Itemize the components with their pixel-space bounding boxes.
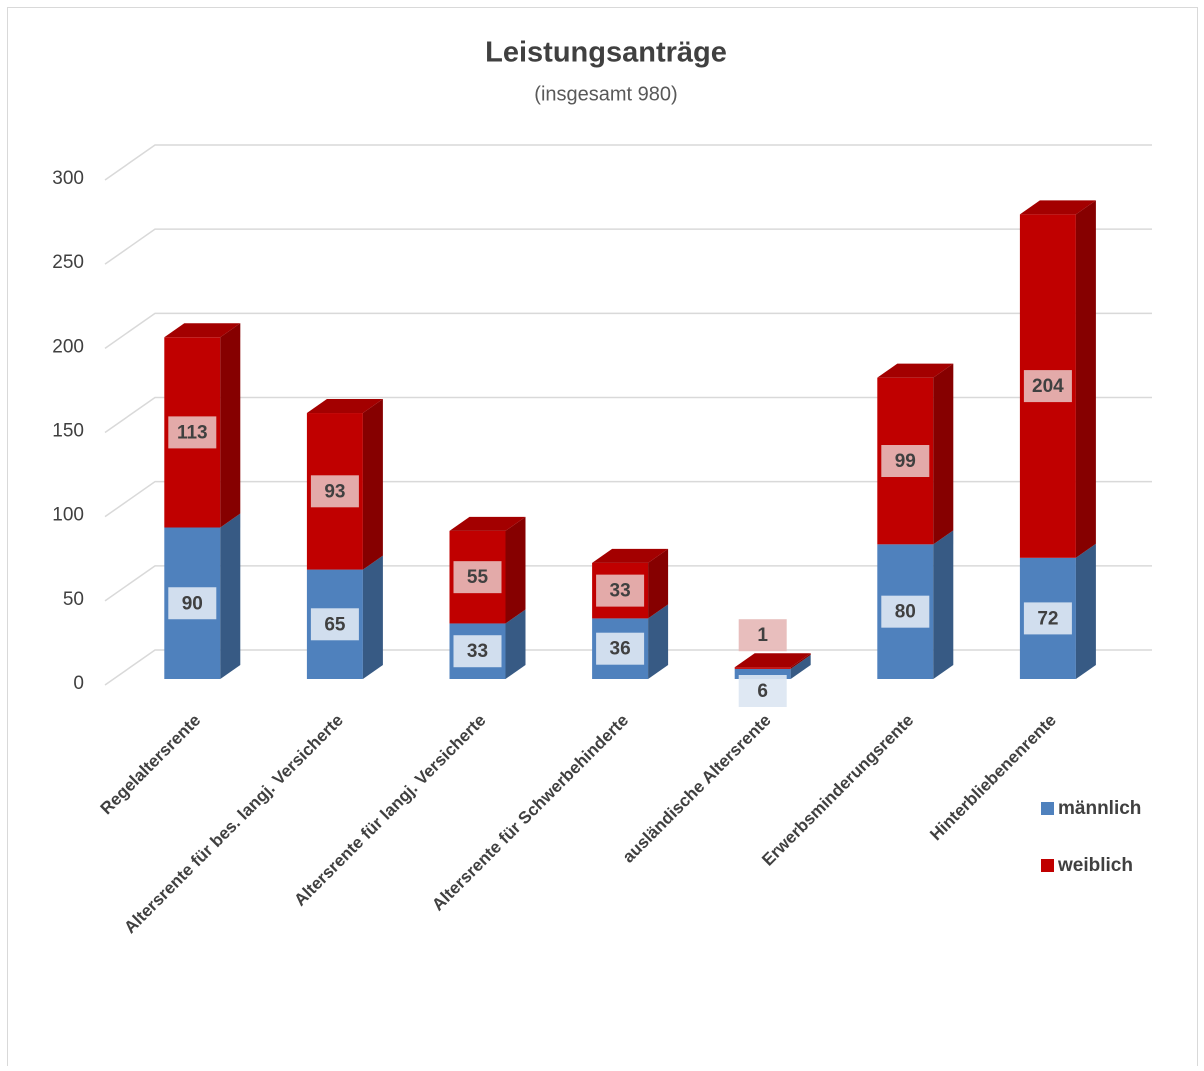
- y-tick-label: 200: [52, 336, 84, 357]
- bar-top: [449, 516, 526, 531]
- value-label-box: [596, 574, 645, 607]
- value-label-box: [1023, 370, 1072, 403]
- bar-side: [648, 548, 669, 619]
- value-label-box: [1023, 602, 1072, 635]
- bar-top: [306, 399, 383, 414]
- bar-side: [648, 604, 669, 679]
- grid-line: [104, 649, 1152, 686]
- chart-title: Leistungsanträge: [485, 37, 727, 69]
- bar-side: [933, 530, 954, 679]
- bar-top: [1019, 200, 1096, 215]
- bar-top: [164, 323, 241, 338]
- bar-segment: [734, 654, 811, 679]
- bar-front: [734, 668, 791, 679]
- y-tick-label: 0: [73, 673, 84, 694]
- value-label-box: [168, 416, 217, 449]
- value-label-box: [310, 608, 359, 641]
- legend-label: männlich: [1058, 798, 1141, 819]
- bar-side: [1075, 200, 1096, 558]
- bar-top: [877, 363, 954, 378]
- value-label-box: [738, 675, 787, 707]
- legend-swatch: [1041, 859, 1054, 872]
- y-tick-label: 300: [52, 168, 84, 189]
- legend-label: weiblich: [1057, 855, 1133, 876]
- value-label-box: [453, 561, 502, 594]
- grid-line: [104, 144, 1152, 181]
- grid-line: [104, 312, 1152, 349]
- bar-side: [220, 513, 241, 679]
- value-label-box: [881, 595, 930, 628]
- value-label-box: [168, 587, 217, 620]
- grid-line: [104, 396, 1152, 434]
- value-label: 6: [757, 681, 768, 702]
- grid-line: [104, 565, 1152, 602]
- bar-side: [505, 609, 526, 679]
- bar-side: [362, 555, 383, 679]
- y-tick-label: 250: [52, 252, 84, 273]
- value-label: 113: [177, 422, 208, 443]
- legend-swatch: [1041, 802, 1054, 815]
- value-label: 99: [895, 451, 916, 472]
- value-label-box: [881, 445, 930, 478]
- y-tick-label: 50: [63, 589, 84, 610]
- value-label-box: [453, 635, 502, 668]
- value-label: 93: [324, 481, 345, 502]
- value-label-box: [738, 619, 787, 652]
- value-label-box: [310, 475, 359, 508]
- chart-subtitle: (insgesamt 980): [534, 83, 677, 105]
- grid-line: [104, 228, 1152, 265]
- value-label: 90: [182, 593, 203, 614]
- bar-front: [734, 667, 791, 669]
- bar-side: [505, 516, 526, 624]
- value-label: 33: [610, 581, 631, 602]
- bar-side: [790, 653, 811, 669]
- value-label: 1: [757, 625, 768, 646]
- bar-side: [790, 654, 811, 679]
- value-label: 55: [467, 567, 489, 588]
- bar-side: [362, 399, 383, 570]
- value-label-box: [596, 632, 645, 665]
- value-label: 65: [324, 614, 346, 635]
- bar-side: [1075, 543, 1096, 679]
- bar-top: [592, 548, 669, 563]
- bar-side: [220, 323, 241, 528]
- y-tick-label: 100: [52, 505, 84, 526]
- value-label: 72: [1037, 608, 1058, 629]
- y-tick-label: 150: [52, 421, 84, 442]
- grid-line: [104, 480, 1152, 518]
- value-label: 204: [1032, 376, 1064, 397]
- bar-segment: [734, 653, 811, 669]
- value-label: 80: [895, 602, 916, 623]
- bar-top: [734, 653, 811, 668]
- value-label: 36: [610, 639, 631, 660]
- bar-side: [933, 363, 954, 545]
- value-label: 33: [467, 641, 488, 662]
